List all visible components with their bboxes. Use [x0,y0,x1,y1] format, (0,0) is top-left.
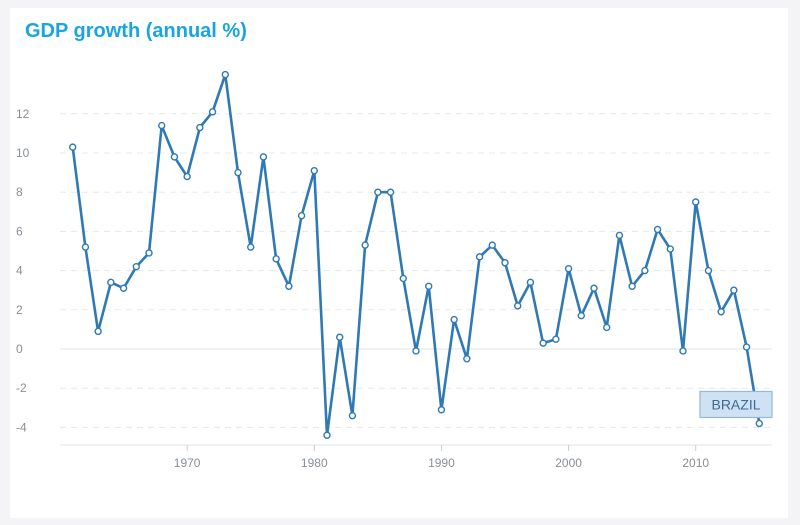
data-point [628,282,636,290]
data-point [539,339,547,347]
data-point [488,241,496,249]
data-point [641,266,649,275]
y-tick-label: 2 [16,303,23,317]
data-point [285,282,293,290]
data-point [742,343,751,351]
series-badge: BRAZIL [699,390,773,419]
data-point [564,264,573,273]
data-point [183,172,191,181]
data-point [603,323,611,332]
data-point [170,153,179,161]
data-point [425,282,433,290]
chart-title: GDP growth (annual %) [25,20,247,42]
data-point [666,245,674,253]
data-point [81,243,90,251]
series-line [71,73,761,437]
data-point [247,243,255,251]
data-point [208,108,217,116]
data-point [234,168,242,177]
series-name-label: BRAZIL [711,396,760,412]
data-point [69,143,77,151]
series-lines [71,73,761,437]
x-tick-label: 2000 [555,456,582,470]
data-point [679,347,687,355]
y-tick-label: -4 [16,420,27,434]
y-tick-label: 10 [16,146,30,160]
data-point [107,278,115,287]
x-tick-label: 1980 [301,456,328,470]
data-point [755,419,763,428]
data-point [145,249,153,257]
data-point [463,355,471,363]
data-point [297,212,306,220]
data-point [336,333,344,341]
data-point [437,406,446,414]
data-point [399,274,407,283]
data-point [717,308,725,316]
data-point [386,188,395,196]
data-point [590,284,598,292]
data-point [475,253,484,261]
data-point [412,347,420,355]
x-tick-label: 2010 [682,456,709,470]
data-point [158,121,166,130]
series-points [69,70,763,439]
data-point [450,315,458,324]
x-tick-label: 1990 [428,456,455,470]
data-point [272,255,280,263]
series-badge-box [699,390,773,419]
data-point [577,311,585,320]
y-tick-label: 8 [16,185,23,199]
data-point [514,302,522,310]
data-point [374,188,382,196]
axes: -4 -2 0 2 4 6 8 10 12 1970 1980 1990 2000 2010 [16,107,772,470]
data-point [221,70,229,79]
data-point [259,153,268,161]
data-point [348,411,357,420]
data-point [653,225,662,234]
series-badges: BRAZIL [699,390,773,419]
data-point [704,266,713,275]
data-point [730,286,738,294]
data-point [196,123,204,132]
data-point [361,241,369,249]
data-point [501,259,509,267]
data-point [132,262,140,271]
y-tick-label: 12 [16,107,30,121]
data-point [119,284,128,292]
data-point [94,327,102,336]
data-point [323,431,331,439]
data-point [552,335,560,343]
data-point [615,231,624,240]
y-tick-label: 0 [16,342,23,356]
data-point [310,166,318,175]
y-tick-label: -2 [16,381,27,395]
y-tick-label: 4 [16,264,23,278]
y-tick-label: 6 [16,224,23,238]
data-point [526,278,535,287]
data-point [692,198,700,206]
x-tick-label: 1970 [174,456,201,470]
grid-lines [60,113,772,428]
